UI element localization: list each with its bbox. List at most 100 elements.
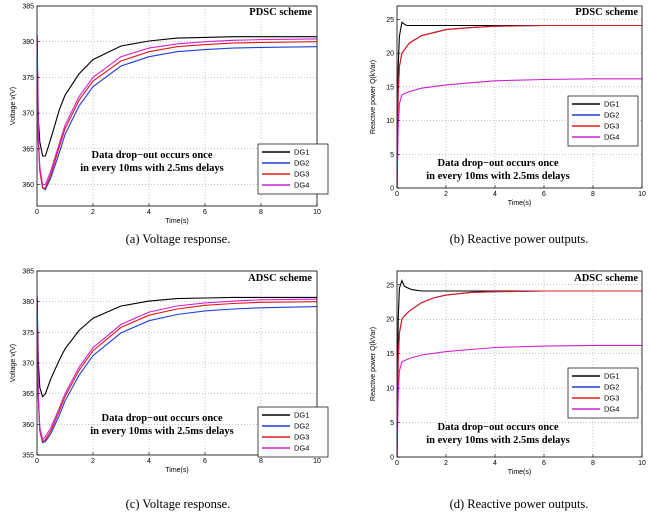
series-line-dg4	[37, 34, 317, 186]
scheme-label: ADSC scheme	[574, 273, 638, 284]
x-tick-label: 4	[147, 458, 151, 465]
series-line-dg1	[37, 295, 317, 398]
x-tick-label: 10	[638, 460, 646, 467]
annotation-text: Data drop−out occurs once	[92, 150, 213, 161]
y-axis-label: Reactive power Q(kVar)	[370, 327, 377, 401]
y-axis-label: Voltage v(V)	[10, 87, 17, 125]
legend: DG1 DG2 DG3 DG4	[567, 95, 639, 147]
x-tick-label: 2	[444, 460, 448, 467]
scheme-label: PDSC scheme	[575, 7, 638, 18]
y-tick-label: 15	[386, 84, 394, 91]
x-axis-label: Time(s)	[508, 200, 531, 207]
y-tick-label: 5	[390, 152, 394, 159]
y-tick-label: 0	[390, 186, 394, 193]
x-tick-label: 8	[591, 460, 595, 467]
annotation-text: in every 10ms with 2.5ms delays	[80, 163, 224, 174]
figure-caption: (d) Reactive power outputs.	[450, 497, 589, 511]
plot-frame	[36, 5, 318, 207]
legend-label: DG3	[604, 394, 619, 403]
y-tick-label: 370	[22, 361, 34, 368]
y-tick-label: 385	[22, 269, 34, 276]
legend-label: DG3	[294, 170, 309, 179]
plot-frame	[396, 5, 643, 189]
x-tick-label: 6	[203, 458, 207, 465]
y-tick-label: 5	[390, 420, 394, 427]
x-tick-label: 8	[591, 191, 595, 198]
legend-label: DG4	[604, 405, 619, 414]
y-tick-label: 15	[386, 351, 394, 358]
x-tick-label: 2	[91, 209, 95, 216]
annotation-text: in every 10ms with 2.5ms delays	[90, 426, 234, 437]
y-tick-label: 365	[22, 391, 34, 398]
scheme-label: ADSC scheme	[248, 273, 312, 284]
y-tick-label: 360	[22, 422, 34, 429]
x-axis-label: Time(s)	[508, 469, 531, 476]
legend-label: DG1	[604, 372, 619, 381]
x-tick-label: 10	[638, 191, 646, 198]
series-line-dg3	[397, 24, 642, 188]
x-tick-label: 10	[313, 209, 321, 216]
legend-label: DG1	[294, 411, 309, 420]
y-tick-label: 25	[386, 17, 394, 24]
series-line-dg3	[397, 290, 642, 457]
annotation-text: Data drop−out occurs once	[438, 422, 559, 433]
x-tick-label: 10	[313, 458, 321, 465]
legend: DG1 DG2 DG3 DG4	[567, 367, 639, 419]
legend-label: DG1	[604, 100, 619, 109]
y-tick-label: 10	[386, 118, 394, 125]
y-tick-label: 365	[22, 146, 34, 153]
x-axis-label: Time(s)	[165, 218, 188, 225]
legend-label: DG4	[604, 133, 619, 142]
y-tick-label: 370	[22, 111, 34, 118]
x-tick-label: 8	[259, 209, 263, 216]
legend-label: DG3	[294, 433, 309, 442]
x-tick-label: 4	[147, 209, 151, 216]
legend-label: DG4	[294, 444, 309, 453]
x-axis-label: Time(s)	[165, 467, 188, 474]
legend: DG1 DG2 DG3 DG4	[257, 143, 329, 195]
x-tick-label: 4	[493, 460, 497, 467]
y-tick-label: 10	[386, 386, 394, 393]
y-axis-label: Reactive power Q(kVar)	[370, 60, 377, 134]
series-line-dg4	[397, 78, 642, 188]
y-tick-label: 0	[390, 455, 394, 462]
panel-d: 0 2 4 6 8 10 0 5 10 15 20 25 Time(s) Reactive power Q…	[370, 270, 646, 511]
y-tick-label: 360	[22, 182, 34, 189]
scheme-label: PDSC scheme	[249, 7, 312, 18]
legend-label: DG1	[294, 148, 309, 157]
y-tick-label: 375	[22, 75, 34, 82]
x-tick-label: 6	[542, 191, 546, 198]
figure-caption: (a) Voltage response.	[126, 232, 231, 246]
x-tick-label: 0	[35, 209, 39, 216]
y-tick-label: 355	[22, 453, 34, 460]
y-tick-label: 385	[22, 4, 34, 11]
y-tick-label: 25	[386, 282, 394, 289]
x-tick-label: 2	[91, 458, 95, 465]
annotation-text: in every 10ms with 2.5ms delays	[426, 171, 570, 182]
y-tick-label: 380	[22, 299, 34, 306]
legend-label: DG2	[604, 383, 619, 392]
plot-frame	[396, 270, 643, 458]
y-tick-label: 20	[386, 317, 394, 324]
annotation-text: in every 10ms with 2.5ms delays	[426, 435, 570, 446]
panel-c: 0 2 4 6 8 10 355 360 365 370 375 380 385 Time(s) Volta…	[10, 269, 329, 511]
annotation-text: Data drop−out occurs once	[102, 413, 223, 424]
legend-label: DG4	[294, 181, 309, 190]
legend-label: DG2	[294, 422, 309, 431]
x-tick-label: 0	[395, 191, 399, 198]
legend-label: DG3	[604, 122, 619, 131]
legend-label: DG2	[604, 111, 619, 120]
x-tick-label: 0	[35, 458, 39, 465]
panel-a: 0 2 4 6 8 10 360 365 370 375 380 385 Time(s) Voltage …	[10, 4, 329, 246]
x-tick-label: 2	[444, 191, 448, 198]
annotation-text: Data drop−out occurs once	[438, 158, 559, 169]
figure-caption: (c) Voltage response.	[126, 497, 231, 511]
series-line-dg4	[37, 295, 317, 441]
x-tick-label: 6	[203, 209, 207, 216]
y-tick-label: 20	[386, 51, 394, 58]
x-tick-label: 6	[542, 460, 546, 467]
series-line-dg4	[397, 344, 642, 457]
y-axis-label: Voltage v(V)	[10, 344, 17, 382]
x-tick-label: 4	[493, 191, 497, 198]
